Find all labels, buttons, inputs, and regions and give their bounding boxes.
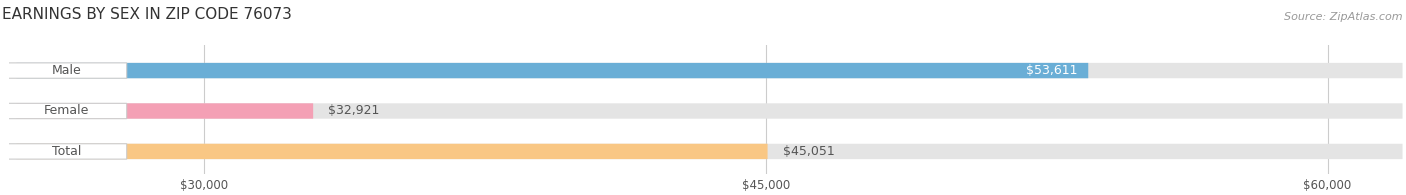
FancyBboxPatch shape <box>17 63 1088 78</box>
Text: EARNINGS BY SEX IN ZIP CODE 76073: EARNINGS BY SEX IN ZIP CODE 76073 <box>1 7 292 22</box>
Text: Male: Male <box>52 64 82 77</box>
Text: Total: Total <box>52 145 82 158</box>
Text: Source: ZipAtlas.com: Source: ZipAtlas.com <box>1284 12 1403 22</box>
FancyBboxPatch shape <box>17 103 1403 119</box>
FancyBboxPatch shape <box>17 144 1403 159</box>
Text: Female: Female <box>44 105 90 118</box>
FancyBboxPatch shape <box>17 144 768 159</box>
FancyBboxPatch shape <box>17 63 1403 78</box>
FancyBboxPatch shape <box>7 144 127 159</box>
FancyBboxPatch shape <box>17 103 314 119</box>
Text: $45,051: $45,051 <box>783 145 834 158</box>
Text: $53,611: $53,611 <box>1025 64 1077 77</box>
FancyBboxPatch shape <box>7 63 127 78</box>
Text: $32,921: $32,921 <box>328 105 380 118</box>
FancyBboxPatch shape <box>7 103 127 119</box>
